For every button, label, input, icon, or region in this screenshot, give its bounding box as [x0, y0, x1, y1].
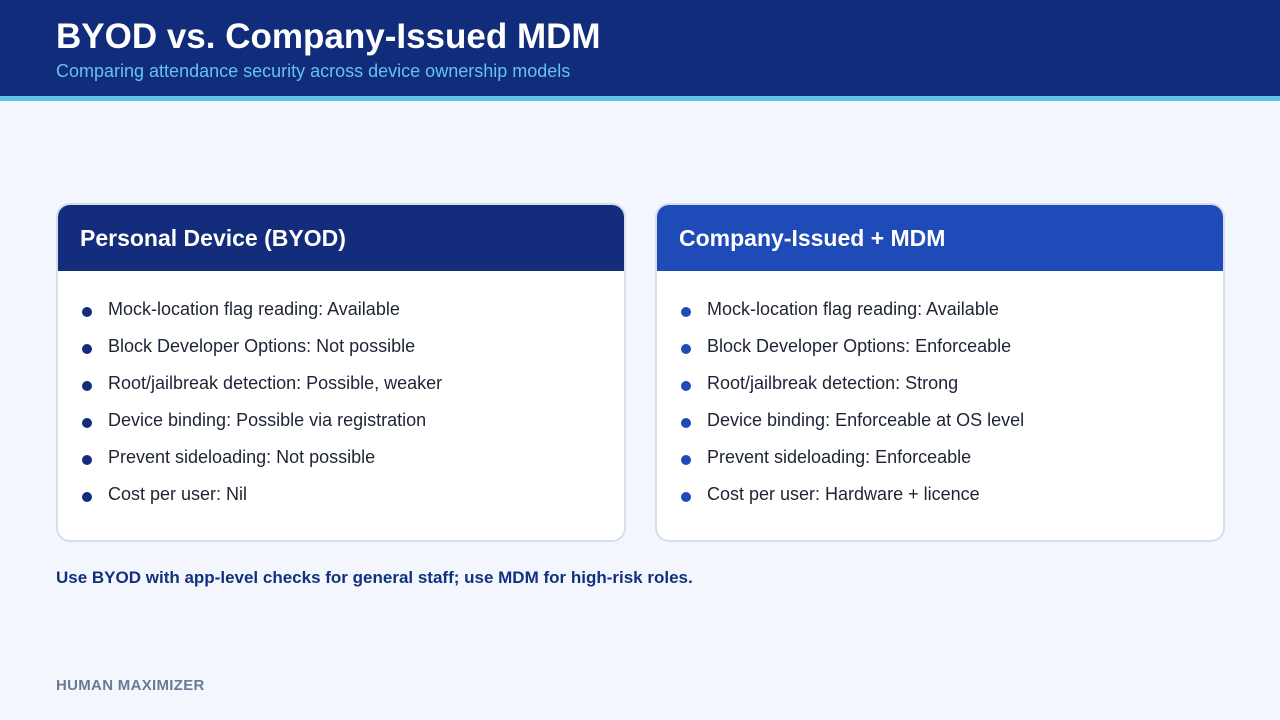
bullet-dot-icon — [82, 491, 92, 502]
mdm-feature-list: Mock-location flag reading: Available Bl… — [657, 271, 1223, 513]
list-item-text: Mock-location flag reading: Available — [707, 299, 999, 319]
list-item: Block Developer Options: Not possible — [82, 328, 624, 365]
mdm-card-title: Company-Issued + MDM — [657, 205, 1223, 271]
bullet-dot-icon — [681, 380, 691, 391]
bullet-dot-icon — [681, 454, 691, 465]
list-item-text: Device binding: Possible via registratio… — [108, 410, 427, 430]
slide-subtitle: Comparing attendance security across dev… — [56, 61, 571, 81]
list-item: Mock-location flag reading: Available — [681, 291, 1223, 328]
list-item: Device binding: Enforceable at OS level — [681, 402, 1223, 439]
slide-header: BYOD vs. Company-Issued MDM Comparing at… — [0, 0, 1280, 96]
bullet-dot-icon — [82, 454, 92, 465]
list-item: Prevent sideloading: Not possible — [82, 439, 624, 476]
bullet-dot-icon — [82, 343, 92, 354]
byod-feature-list: Mock-location flag reading: Available Bl… — [58, 271, 624, 513]
list-item-text: Root/jailbreak detection: Possible, weak… — [108, 373, 443, 393]
list-item-text: Root/jailbreak detection: Strong — [707, 373, 959, 393]
list-item: Prevent sideloading: Enforceable — [681, 439, 1223, 476]
list-item: Block Developer Options: Enforceable — [681, 328, 1223, 365]
header-accent-rule — [0, 96, 1280, 101]
list-item: Root/jailbreak detection: Strong — [681, 365, 1223, 402]
bullet-dot-icon — [681, 491, 691, 502]
bullet-dot-icon — [82, 306, 92, 317]
list-item: Cost per user: Nil — [82, 476, 624, 513]
byod-card-title: Personal Device (BYOD) — [58, 205, 624, 271]
footer-brand: HUMAN MAXIMIZER — [56, 677, 205, 694]
list-item: Cost per user: Hardware + licence — [681, 476, 1223, 513]
list-item-text: Block Developer Options: Not possible — [108, 336, 416, 356]
list-item-text: Prevent sideloading: Not possible — [108, 447, 376, 467]
list-item-text: Device binding: Enforceable at OS level — [707, 410, 1025, 430]
mdm-card: Company-Issued + MDM Mock-location flag … — [655, 203, 1225, 542]
recommendation-text: Use BYOD with app-level checks for gener… — [56, 568, 693, 587]
list-item-text: Prevent sideloading: Enforceable — [707, 447, 972, 467]
byod-card: Personal Device (BYOD) Mock-location fla… — [56, 203, 626, 542]
list-item: Root/jailbreak detection: Possible, weak… — [82, 365, 624, 402]
bullet-dot-icon — [681, 343, 691, 354]
list-item: Device binding: Possible via registratio… — [82, 402, 624, 439]
list-item-text: Cost per user: Nil — [108, 484, 248, 504]
bullet-dot-icon — [681, 306, 691, 317]
list-item: Mock-location flag reading: Available — [82, 291, 624, 328]
bullet-dot-icon — [82, 380, 92, 391]
list-item-text: Block Developer Options: Enforceable — [707, 336, 1012, 356]
bullet-dot-icon — [681, 417, 691, 428]
list-item-text: Cost per user: Hardware + licence — [707, 484, 980, 504]
bullet-dot-icon — [82, 417, 92, 428]
slide-title: BYOD vs. Company-Issued MDM — [56, 17, 601, 56]
list-item-text: Mock-location flag reading: Available — [108, 299, 400, 319]
